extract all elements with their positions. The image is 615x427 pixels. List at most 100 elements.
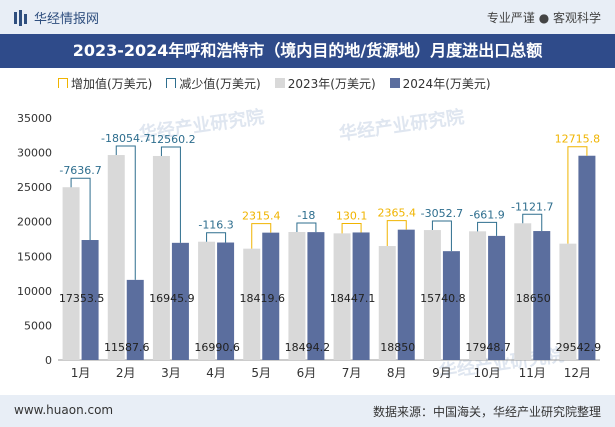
bar-2024-7 [352,232,370,360]
footer-bar: www.huaon.com 数据来源：中国海关，华经产业研究院整理 [0,395,615,427]
y-tick-label-6: 30000 [17,147,52,160]
bar-2024-4 [217,242,235,360]
value-label-2024-4: 16990.6 [194,341,240,354]
tagline: 专业严谨 ● 客观科学 [486,11,601,25]
value-label-2024-5: 18419.6 [240,292,286,305]
value-label-2024-10: 17948.7 [465,341,511,354]
title-bar: 2023-2024年呼和浩特市（境内目的地/货源地）月度进出口总额 [0,34,615,68]
data-source: 数据来源：中国海关，华经产业研究院整理 [372,405,601,419]
change-label-8: 2365.4 [378,207,417,220]
legend-label-decrease: 减少值(万美元) [179,76,261,91]
change-label-7: 130.1 [336,209,368,222]
bar-2024-8 [397,229,415,360]
change-label-2: -18054.7 [101,132,150,145]
bar-2024-11 [533,231,551,360]
value-label-2024-1: 17353.5 [59,292,105,305]
change-label-11: -1121.7 [511,200,553,213]
y-tick-label-1: 5000 [24,319,52,332]
bar-2024-10 [488,235,506,360]
change-label-10: -661.9 [469,208,504,221]
legend-swatch-2024 [389,78,400,88]
change-bracket-8 [386,220,407,247]
value-label-2024-9: 15740.8 [420,292,466,305]
legend-swatch-2023 [274,78,285,88]
change-bracket-5 [251,223,272,249]
bar-2024-5 [262,232,280,360]
x-tick-label-9: 9月 [432,366,452,380]
watermark-text-2: 华经产业研究院 [338,106,466,145]
value-label-2024-8: 18850 [380,341,415,354]
chart-title: 2023-2024年呼和浩特市（境内目的地/货源地）月度进出口总额 [72,41,543,60]
x-tick-label-11: 11月 [519,366,546,380]
bar-2023-11 [514,223,532,360]
legend-item-decrease: 减少值(万美元) [166,75,261,92]
y-tick-label-5: 25000 [17,181,52,194]
y-tick-label-4: 20000 [17,216,52,229]
chart-legend: 增加值(万美元) 减少值(万美元) 2023年(万美元) 2024年(万美元) [58,74,505,92]
change-bracket-6 [296,222,317,233]
bar-2023-7 [333,233,351,360]
bar-2023-2 [107,155,125,360]
value-label-2024-3: 16945.9 [149,292,195,305]
bar-2023-6 [288,232,306,360]
change-label-5: 2315.4 [242,210,281,223]
y-tick-label-3: 15000 [17,250,52,263]
brand[interactable]: 华经情报网 [14,8,99,27]
bar-2023-4 [198,241,216,360]
value-label-2024-6: 18494.2 [285,341,331,354]
y-tick-label-2: 10000 [17,285,52,298]
x-tick-label-5: 5月 [251,366,271,380]
bar-2023-1 [62,187,80,360]
bar-2023-9 [423,230,441,360]
bar-2024-3 [171,242,189,360]
x-tick-label-6: 6月 [297,366,317,380]
legend-item-2023: 2023年(万美元) [274,75,376,92]
y-tick-label-0: 0 [45,354,52,367]
bar-2023-8 [378,246,396,360]
value-label-2024-7: 18447.1 [330,292,376,305]
x-tick-label-4: 4月 [206,366,226,380]
legend-label-2024: 2024年(万美元) [402,76,491,91]
x-tick-label-3: 3月 [161,366,181,380]
legend-label-2023: 2023年(万美元) [287,76,376,91]
bar-2024-1 [81,240,99,360]
change-label-3: -12560.2 [146,133,195,146]
legend-swatch-increase [58,78,68,88]
bar-2023-5 [243,248,261,360]
x-tick-label-8: 8月 [387,366,407,380]
legend-item-increase: 增加值(万美元) [58,75,152,92]
bar-2023-12 [559,243,577,360]
bar-2023-10 [469,231,487,360]
change-bracket-10 [477,221,498,236]
bar-2024-2 [126,279,144,360]
bar-2024-9 [442,251,460,360]
x-tick-label-10: 10月 [473,366,500,380]
change-bracket-12 [567,146,588,244]
huajing-logo-icon [14,9,27,26]
x-tick-label-12: 12月 [564,366,591,380]
change-label-1: -7636.7 [59,164,101,177]
change-label-9: -3052.7 [421,207,463,220]
top-bar: 华经情报网 专业严谨 ● 客观科学 [0,0,615,34]
value-label-2024-2: 11587.6 [104,341,150,354]
change-bracket-1 [70,177,91,241]
value-label-2024-11: 18650 [516,292,551,305]
site-url[interactable]: www.huaon.com [14,403,114,417]
x-tick-label-1: 1月 [71,366,91,380]
y-tick-label-7: 35000 [17,112,52,125]
change-label-6: -18 [297,209,315,222]
change-label-4: -116.3 [198,219,233,232]
legend-label-increase: 增加值(万美元) [71,76,153,91]
change-bracket-4 [206,232,227,243]
x-tick-label-7: 7月 [342,366,362,380]
change-label-12: 12715.8 [555,133,601,146]
x-tick-label-2: 2月 [116,366,136,380]
legend-item-2024: 2024年(万美元) [389,75,491,92]
change-bracket-3 [160,146,181,243]
change-bracket-11 [522,213,543,232]
bar-2023-3 [152,155,170,360]
monthly-trade-bar-chart: 华经产业研究院 华经产业研究院华经产业研究院0500010000150002000… [17,106,601,383]
bar-2024-12 [578,155,596,360]
change-bracket-2 [115,145,136,280]
legend-swatch-decrease [166,78,177,88]
